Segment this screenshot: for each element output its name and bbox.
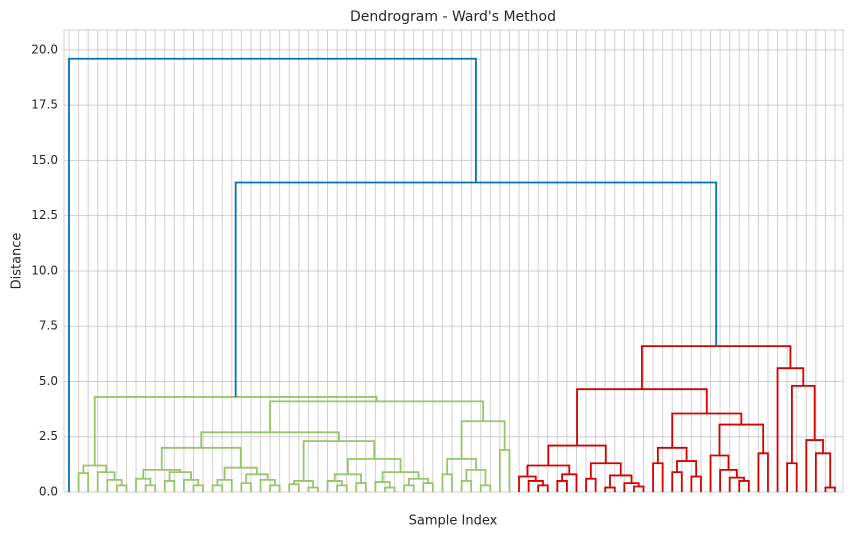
dendrogram-link xyxy=(676,460,698,477)
dendrogram-link xyxy=(374,481,391,492)
y-tick-label: 15.0 xyxy=(31,153,58,167)
dendrogram-link xyxy=(805,439,824,492)
dendrogram-link xyxy=(142,468,182,479)
dendrogram-link xyxy=(547,444,607,466)
dendrogram-link xyxy=(307,486,319,492)
dendrogram-link xyxy=(604,486,616,492)
dendrogram-link xyxy=(576,388,708,446)
y-tick-label: 0.0 xyxy=(39,485,58,499)
y-axis-label: Distance xyxy=(10,233,25,290)
dendrogram-link xyxy=(623,482,640,492)
dendrogram-link xyxy=(465,468,487,486)
dendrogram-link xyxy=(200,431,340,448)
dendrogram-link xyxy=(633,485,645,492)
y-tick-label: 5.0 xyxy=(39,374,58,388)
dendrogram-link xyxy=(408,477,429,486)
y-tick-label: 12.5 xyxy=(31,208,58,222)
dendrogram-link xyxy=(333,473,362,484)
y-tick-label: 20.0 xyxy=(31,42,58,56)
dendrogram-link xyxy=(355,482,367,492)
dendrogram-link xyxy=(728,476,745,492)
dendrogram-link xyxy=(82,464,108,474)
dendrogram-link xyxy=(422,482,434,492)
dendrogram-link xyxy=(245,473,269,484)
dendrogram-link xyxy=(719,468,738,492)
dendrogram-link xyxy=(791,384,816,464)
y-tick-label: 7.5 xyxy=(39,319,58,333)
plot-area xyxy=(63,29,844,493)
dendrogram-link xyxy=(824,486,836,492)
dendrogram-link xyxy=(718,423,765,456)
dendrogram-link xyxy=(68,57,477,492)
x-axis-label: Sample Index xyxy=(409,514,498,529)
y-tick-label: 17.5 xyxy=(31,98,58,112)
chart-title: Dendrogram - Ward's Method xyxy=(350,9,556,25)
dendrogram-link xyxy=(814,452,832,492)
y-tick-label: 10.0 xyxy=(31,263,58,277)
dendrogram-link xyxy=(384,486,396,492)
dendrogram-link xyxy=(135,477,152,492)
dendrogram-link xyxy=(302,440,376,481)
dendrogram-link xyxy=(776,367,805,492)
y-tick-label: 2.5 xyxy=(39,429,58,443)
dendrogram-link xyxy=(240,482,252,492)
dendrogram-link xyxy=(585,477,597,492)
dendrogram-link xyxy=(757,452,769,492)
dendrogram-link xyxy=(561,473,578,492)
dendrogram-link xyxy=(441,473,453,492)
dendrogram-link xyxy=(526,464,571,477)
dendrogram-link xyxy=(77,472,90,492)
